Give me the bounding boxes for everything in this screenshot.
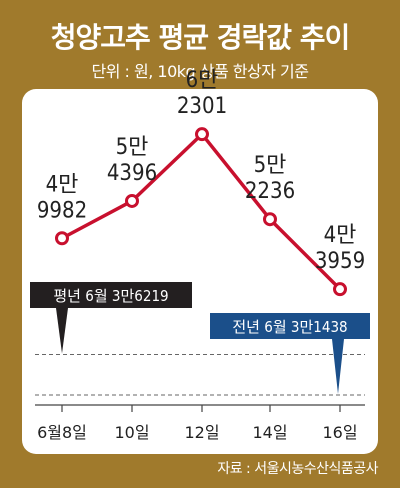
data-label-bottom: 3959 <box>315 249 365 274</box>
x-tick-label: 16일 <box>322 423 357 442</box>
data-label-top: 4만 <box>46 172 79 197</box>
data-point <box>195 127 209 142</box>
chart-title: 청양고추 평균 경락값 추이 <box>50 21 351 54</box>
data-label-top: 6만 <box>186 68 219 93</box>
x-tick-label: 6월8일 <box>37 423 87 442</box>
data-points <box>55 127 347 297</box>
data-label-bottom: 2301 <box>177 94 227 119</box>
data-label-top: 5만 <box>254 153 287 178</box>
x-ticks: 6월8일 10일 12일 14일 16일 <box>37 405 358 442</box>
data-point <box>263 212 277 227</box>
callout-box-0 <box>30 282 192 308</box>
data-point <box>55 231 69 246</box>
x-tick-label: 10일 <box>114 423 149 442</box>
callout-label-0: 평년 6월 3만6219 <box>53 287 168 305</box>
x-tick-label: 12일 <box>184 423 219 442</box>
data-label-top: 5만 <box>116 135 149 160</box>
series-line <box>61 132 342 291</box>
callout-pointer-0 <box>56 308 68 354</box>
data-label-bottom: 9982 <box>37 198 87 223</box>
data-label-top: 4만 <box>324 223 357 248</box>
source-note: 자료 : 서울시농수산식품공사 <box>217 461 378 477</box>
callout-label-1: 전년 6월 3만1438 <box>232 318 347 336</box>
x-tick-label: 14일 <box>252 423 287 442</box>
chart-panel <box>22 89 378 454</box>
reference-lines <box>35 354 365 396</box>
callout-pointer-1 <box>332 339 344 394</box>
chart-subtitle: 단위 : 원, 10kg 상품 한상자 기준 <box>91 62 309 81</box>
reference-callouts: 평년 6월 3만6219 전년 6월 3만1438 <box>30 282 370 394</box>
data-point <box>333 282 347 297</box>
data-point <box>125 193 139 208</box>
series-polyline <box>61 132 342 291</box>
callout-box-1 <box>210 313 370 339</box>
data-label-bottom: 4396 <box>107 161 157 186</box>
data-label-bottom: 2236 <box>245 179 295 204</box>
